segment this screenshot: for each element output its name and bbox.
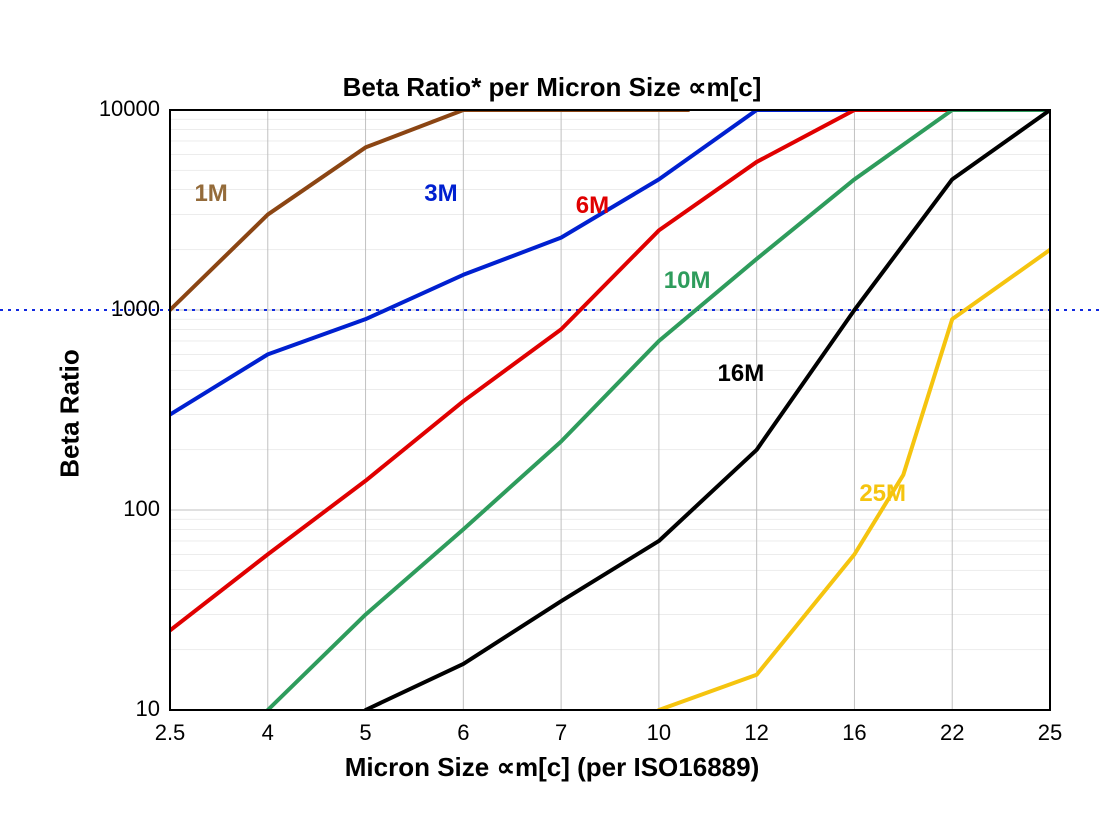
plot-area [0,0,1104,824]
x-tick-label: 7 [531,720,591,746]
x-tick-label: 6 [433,720,493,746]
x-tick-label: 4 [238,720,298,746]
beta-ratio-chart: Beta Ratio* per Micron Size ∝m[c] Beta R… [0,0,1104,824]
series-label: 10M [664,267,711,295]
y-tick-label: 10 [136,696,160,722]
y-tick-label: 100 [123,496,160,522]
series-label: 3M [424,180,457,208]
y-tick-label: 1000 [111,296,160,322]
series-label: 25M [859,480,906,508]
x-tick-label: 25 [1020,720,1080,746]
series-label: 6M [576,192,609,220]
x-tick-label: 2.5 [140,720,200,746]
series-label: 16M [718,360,765,388]
series-label: 1M [194,180,227,208]
x-tick-label: 10 [629,720,689,746]
x-tick-label: 22 [922,720,982,746]
x-tick-label: 12 [727,720,787,746]
x-tick-label: 5 [336,720,396,746]
x-tick-label: 16 [824,720,884,746]
y-tick-label: 10000 [99,96,160,122]
